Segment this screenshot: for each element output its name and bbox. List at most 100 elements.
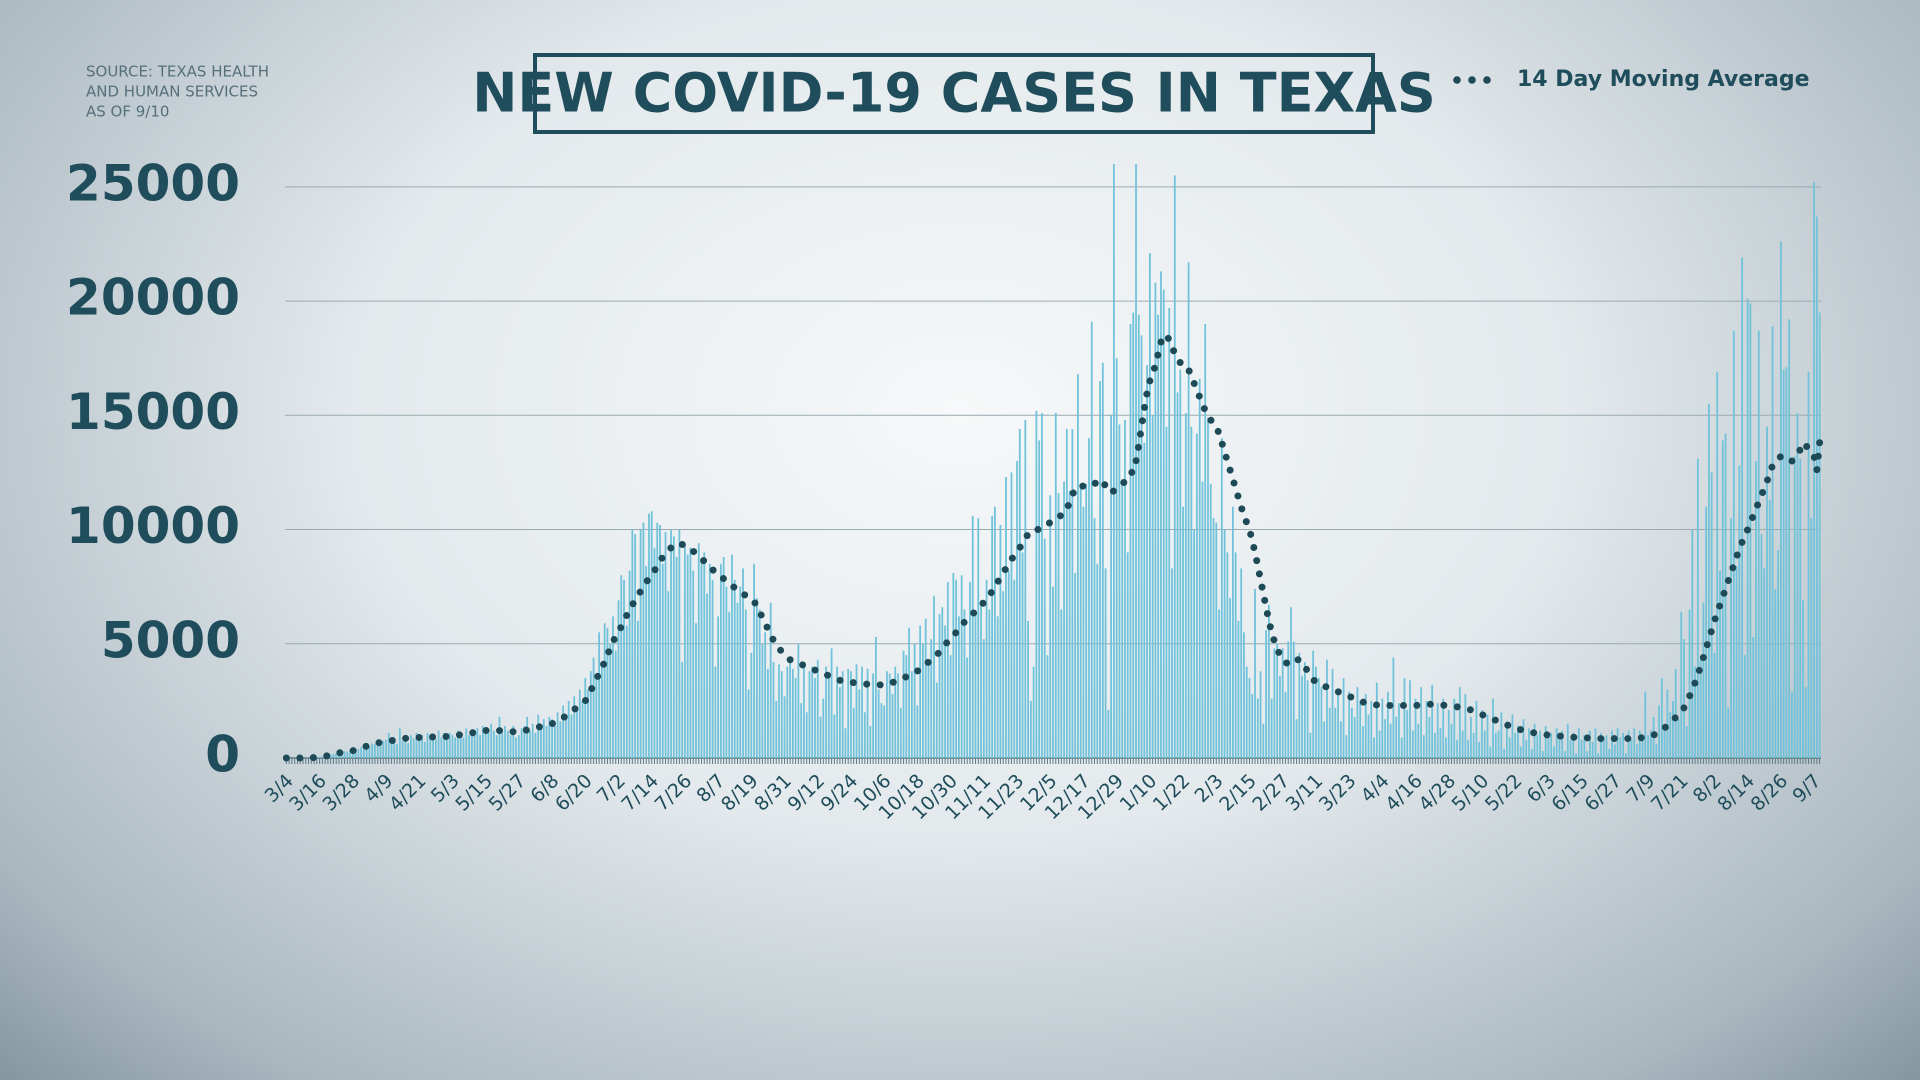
bar (1237, 620, 1240, 758)
bar (1334, 707, 1337, 758)
bar (1010, 472, 1013, 758)
bar (971, 515, 974, 758)
bar (1810, 518, 1813, 758)
bar (750, 652, 753, 758)
bar (1406, 710, 1409, 758)
bar (1113, 164, 1115, 758)
bar (955, 579, 958, 758)
bar (1768, 499, 1771, 758)
bar (1730, 518, 1732, 758)
bar (695, 623, 697, 758)
bar (827, 678, 830, 758)
bar (1450, 723, 1453, 758)
bar (697, 543, 700, 758)
bar (1447, 710, 1450, 758)
bar (506, 730, 509, 758)
bar (1179, 369, 1182, 758)
bar (1126, 552, 1129, 758)
x-tick-label: 9/7 (1788, 770, 1825, 807)
bar (1220, 438, 1223, 758)
bar (670, 529, 672, 758)
bar (1398, 703, 1400, 758)
bar (1118, 424, 1121, 758)
bar (1719, 570, 1721, 758)
bar (897, 673, 899, 758)
x-tick-label: 6/27 (1581, 770, 1627, 816)
bar (329, 754, 332, 758)
bar (634, 534, 636, 758)
bar (648, 513, 650, 758)
bar (1691, 529, 1694, 758)
bar (1478, 742, 1481, 758)
bar (1088, 438, 1090, 758)
bar (1348, 691, 1351, 758)
x-tick-label: 5/27 (485, 770, 531, 816)
bar (659, 524, 661, 758)
bar (1564, 751, 1566, 758)
bar (1547, 737, 1550, 758)
bar (1099, 381, 1101, 758)
bar (974, 611, 977, 758)
bar (786, 666, 789, 758)
bar (465, 728, 468, 758)
bar (888, 673, 891, 758)
bar (1497, 730, 1500, 758)
bar (1218, 609, 1220, 758)
bar (523, 726, 526, 758)
bar (412, 738, 415, 758)
bar (598, 632, 601, 758)
bar (376, 742, 379, 758)
bar (387, 732, 390, 758)
bar (769, 602, 772, 758)
bar (1575, 753, 1577, 758)
x-tick-label: 3/23 (1315, 770, 1361, 816)
bar (780, 671, 783, 758)
bar (1793, 456, 1796, 758)
bar (1110, 415, 1113, 758)
bar (969, 582, 971, 758)
bar (1589, 730, 1591, 758)
bar (1389, 723, 1392, 758)
bar (1633, 728, 1636, 758)
bar (678, 529, 681, 758)
bar (1705, 506, 1708, 758)
bar (1384, 719, 1386, 758)
bar (1674, 668, 1677, 758)
bar (1301, 675, 1303, 758)
bar (493, 730, 495, 758)
bar (1057, 492, 1060, 758)
bar (451, 735, 454, 758)
bar (1627, 730, 1630, 758)
bar (814, 678, 816, 758)
x-tick-label: 4/28 (1414, 770, 1460, 816)
bar (636, 620, 639, 758)
bar (1104, 568, 1107, 758)
bar (1539, 730, 1541, 758)
bar (542, 719, 545, 758)
bar (1470, 716, 1472, 758)
bar (1528, 728, 1530, 758)
bar (1052, 586, 1054, 758)
bar (1533, 723, 1536, 758)
bar (822, 698, 825, 758)
bar (861, 666, 863, 758)
bar (1190, 426, 1193, 758)
bar (1431, 684, 1434, 758)
bar (517, 735, 520, 758)
bar (1306, 680, 1309, 758)
bar (1165, 426, 1168, 758)
bar (1782, 369, 1785, 758)
bar (454, 737, 457, 758)
bar (1445, 737, 1447, 758)
bar (374, 744, 376, 758)
bar (1173, 175, 1176, 758)
bar (429, 738, 432, 758)
bar (1137, 314, 1140, 758)
bar (1226, 552, 1229, 758)
bar (1107, 710, 1110, 758)
bar (1317, 678, 1320, 758)
bar (1265, 630, 1267, 758)
bar (1378, 730, 1381, 758)
bar (1353, 716, 1356, 758)
bar (1035, 410, 1038, 758)
